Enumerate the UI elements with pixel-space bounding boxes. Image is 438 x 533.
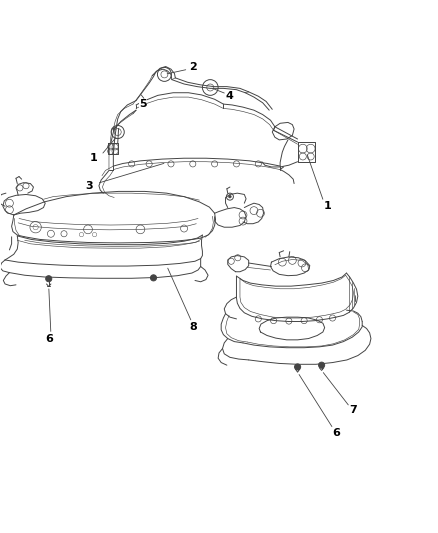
Text: 8: 8 — [189, 322, 197, 332]
Text: 1: 1 — [323, 201, 331, 211]
Text: 5: 5 — [139, 99, 147, 109]
Circle shape — [294, 364, 300, 370]
Text: 7: 7 — [350, 405, 357, 415]
Text: 3: 3 — [85, 181, 93, 191]
Circle shape — [318, 362, 325, 368]
Circle shape — [46, 276, 52, 282]
Text: 2: 2 — [189, 62, 197, 72]
Text: 6: 6 — [46, 334, 53, 344]
Text: 6: 6 — [332, 429, 340, 438]
Circle shape — [229, 195, 231, 198]
Text: 1: 1 — [89, 153, 97, 163]
Text: 4: 4 — [226, 91, 234, 101]
Circle shape — [150, 275, 156, 281]
